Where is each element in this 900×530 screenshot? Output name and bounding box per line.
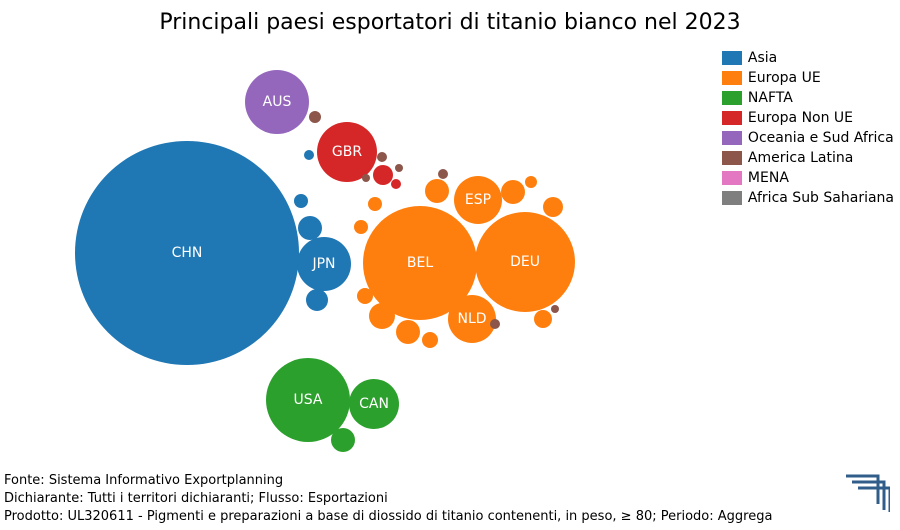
legend-label: Africa Sub Sahariana: [748, 190, 894, 206]
bubble: [294, 194, 308, 208]
bubble-label: GBR: [332, 144, 362, 160]
bubble: [396, 320, 420, 344]
footer-text: Fonte: Sistema Informativo Exportplannin…: [4, 472, 772, 526]
legend-label: Oceania e Sud Africa: [748, 130, 894, 146]
bubble: [357, 288, 373, 304]
bubble: [422, 332, 438, 348]
bubble: [298, 216, 322, 240]
legend-swatch: [722, 71, 742, 85]
legend-swatch: [722, 51, 742, 65]
bubble-label: BEL: [407, 255, 433, 271]
bubble: [525, 176, 537, 188]
legend-swatch: [722, 191, 742, 205]
legend-label: Asia: [748, 50, 777, 66]
bubble: [377, 152, 387, 162]
legend-swatch: [722, 151, 742, 165]
legend-label: Europa Non UE: [748, 110, 853, 126]
bubble: [534, 310, 552, 328]
footer-line-1: Fonte: Sistema Informativo Exportplannin…: [4, 472, 772, 490]
bubble: [331, 428, 355, 452]
bubble-label: NLD: [457, 311, 486, 327]
bubble: [304, 150, 314, 160]
bubble: [368, 197, 382, 211]
legend-item: America Latina: [722, 148, 894, 168]
footer-line-3: Prodotto: UL320611 - Pigmenti e preparaz…: [4, 508, 772, 526]
bubble-label: DEU: [510, 254, 540, 270]
bubble: [391, 179, 401, 189]
legend-swatch: [722, 91, 742, 105]
legend-label: Europa UE: [748, 70, 821, 86]
legend-item: Asia: [722, 48, 894, 68]
bubble: [551, 305, 559, 313]
bubble: [543, 197, 563, 217]
footer-line-2: Dichiarante: Tutti i territori dichiaran…: [4, 490, 772, 508]
legend-item: Europa Non UE: [722, 108, 894, 128]
bubble: [395, 164, 403, 172]
legend-label: NAFTA: [748, 90, 793, 106]
bubble: [362, 174, 370, 182]
legend-swatch: [722, 111, 742, 125]
bubble: [309, 111, 321, 123]
bubble: [369, 303, 395, 329]
legend-label: America Latina: [748, 150, 853, 166]
legend-swatch: [722, 171, 742, 185]
chart-title: Principali paesi esportatori di titanio …: [0, 10, 900, 35]
bubble: [354, 220, 368, 234]
bubble-label: CHN: [172, 245, 203, 261]
bubble: [373, 165, 393, 185]
bubble-label: CAN: [359, 396, 389, 412]
bubble-label: JPN: [312, 256, 335, 272]
legend-swatch: [722, 131, 742, 145]
bubble: [438, 169, 448, 179]
brand-logo-icon: [844, 474, 890, 512]
bubble-label: AUS: [263, 94, 292, 110]
bubble-label: ESP: [465, 192, 491, 208]
bubble: [425, 179, 449, 203]
bubble-label: USA: [294, 392, 323, 408]
legend-label: MENA: [748, 170, 789, 186]
bubble: [501, 180, 525, 204]
bubble: [490, 319, 500, 329]
legend-item: Oceania e Sud Africa: [722, 128, 894, 148]
legend-item: NAFTA: [722, 88, 894, 108]
bubble: [306, 289, 328, 311]
legend: Asia Europa UE NAFTA Europa Non UE Oceania e…: [722, 48, 894, 208]
bubble-chart: Principali paesi esportatori di titanio …: [0, 0, 900, 530]
legend-item: MENA: [722, 168, 894, 188]
legend-item: Africa Sub Sahariana: [722, 188, 894, 208]
legend-item: Europa UE: [722, 68, 894, 88]
